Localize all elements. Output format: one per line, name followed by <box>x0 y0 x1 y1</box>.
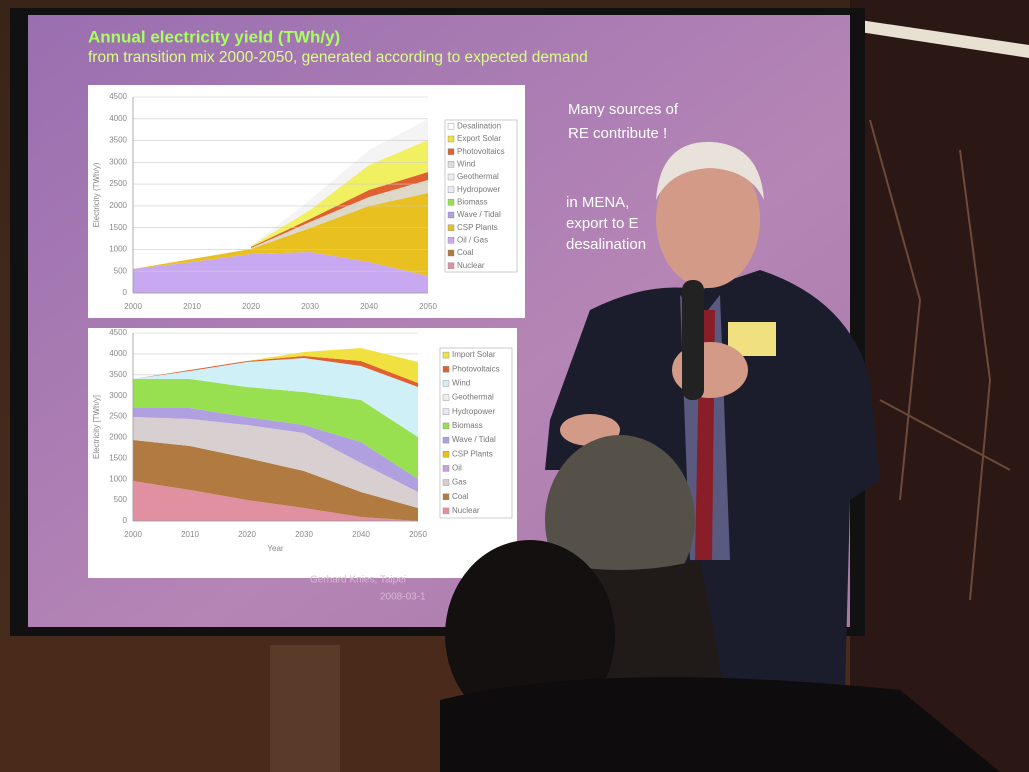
legend-label: Geothermal <box>457 172 499 181</box>
y-tick-label: 3500 <box>109 136 127 145</box>
x-tick-label: 2000 <box>124 530 142 539</box>
legend-swatch <box>443 451 449 457</box>
photo: Annual electricity yield (TWh/y) from tr… <box>0 0 1029 772</box>
y-tick-label: 0 <box>123 516 128 525</box>
y-tick-label: 0 <box>123 288 128 297</box>
y-tick-label: 500 <box>114 266 128 275</box>
legend-swatch <box>443 480 449 486</box>
legend-swatch <box>443 423 449 429</box>
y-tick-label: 4500 <box>109 92 127 101</box>
y-tick-label: 1000 <box>109 245 127 254</box>
legend-label: Hydropower <box>452 407 495 416</box>
legend-label: Coal <box>457 248 474 257</box>
legend-label: Gas <box>452 478 467 487</box>
legend-swatch <box>443 395 449 401</box>
x-tick-label: 2010 <box>181 530 199 539</box>
legend-swatch <box>443 380 449 386</box>
y-tick-label: 2500 <box>109 179 127 188</box>
x-tick-label: 2010 <box>183 302 201 311</box>
legend-label: CSP Plants <box>452 449 493 458</box>
y-tick-label: 4500 <box>109 328 127 337</box>
legend-label: Photovoltaics <box>457 147 505 156</box>
x-tick-label: 2020 <box>242 302 260 311</box>
y-axis-label: Electricity [TWh/y] <box>92 395 101 459</box>
y-tick-label: 4000 <box>109 114 127 123</box>
footer: Gerhard Knies, Taipei <box>310 575 406 586</box>
legend-swatch <box>448 250 454 256</box>
y-tick-label: 2000 <box>109 201 127 210</box>
note: export to E <box>566 215 639 232</box>
legend-box <box>440 348 512 518</box>
legend-label: Photovoltaics <box>452 364 500 373</box>
legend-swatch <box>443 465 449 471</box>
legend-swatch <box>448 199 454 205</box>
slide-title: Annual electricity yield (TWh/y) <box>88 27 340 46</box>
legend-swatch <box>448 149 454 155</box>
wood-panel <box>0 640 460 772</box>
legend-label: Oil / Gas <box>457 235 488 244</box>
legend-label: Hydropower <box>457 185 500 194</box>
legend-label: Wind <box>457 159 475 168</box>
legend-swatch <box>443 437 449 443</box>
legend-label: Oil <box>452 464 462 473</box>
x-tick-label: 2040 <box>360 302 378 311</box>
marble-pillar <box>850 0 1029 772</box>
legend-label: Coal <box>452 492 469 501</box>
legend-label: Nuclear <box>457 261 485 270</box>
x-tick-label: 2030 <box>295 530 313 539</box>
legend-label: Nuclear <box>452 506 480 515</box>
panel-ornament <box>270 645 340 772</box>
y-tick-label: 3000 <box>109 157 127 166</box>
legend-swatch <box>443 352 449 358</box>
legend-label: CSP Plants <box>457 223 498 232</box>
stacked-area-shapes <box>133 348 418 521</box>
legend-swatch <box>448 136 454 142</box>
x-axis-label: Year <box>267 544 284 553</box>
footer: 2008-03-1 <box>380 592 426 603</box>
y-tick-label: 500 <box>114 495 128 504</box>
legend-label: Wave / Tidal <box>457 210 501 219</box>
legend-label: Wind <box>452 379 470 388</box>
x-tick-label: 2040 <box>352 530 370 539</box>
legend-swatch <box>448 187 454 193</box>
note: in MENA, <box>566 194 629 211</box>
y-tick-label: 3000 <box>109 391 127 400</box>
x-tick-label: 2050 <box>419 302 437 311</box>
legend-swatch <box>443 366 449 372</box>
x-tick-label: 2050 <box>409 530 427 539</box>
legend-label: Biomass <box>452 421 483 430</box>
x-tick-label: 2020 <box>238 530 256 539</box>
y-tick-label: 2500 <box>109 412 127 421</box>
legend-swatch <box>448 174 454 180</box>
y-tick-label: 1500 <box>109 223 127 232</box>
legend-swatch <box>443 494 449 500</box>
y-tick-label: 2000 <box>109 433 127 442</box>
legend-swatch <box>448 263 454 269</box>
y-tick-label: 1500 <box>109 453 127 462</box>
microphone <box>682 280 704 400</box>
legend-label: Biomass <box>457 197 488 206</box>
y-tick-label: 1000 <box>109 474 127 483</box>
legend-label: Export Solar <box>457 134 501 143</box>
note: Many sources of <box>568 101 679 118</box>
legend-label: Geothermal <box>452 393 494 402</box>
x-tick-label: 2030 <box>301 302 319 311</box>
legend-swatch <box>448 225 454 231</box>
y-tick-label: 4000 <box>109 349 127 358</box>
legend-swatch <box>443 409 449 415</box>
legend-swatch <box>448 123 454 129</box>
note: desalination <box>566 236 646 253</box>
legend-label: Wave / Tidal <box>452 435 496 444</box>
legend-swatch <box>448 161 454 167</box>
legend-label: Import Solar <box>452 350 496 359</box>
y-tick-label: 3500 <box>109 370 127 379</box>
x-tick-label: 2000 <box>124 302 142 311</box>
y-axis-label: Electricity (TWh/y) <box>92 162 101 227</box>
legend-label: Desalination <box>457 121 501 130</box>
note: RE contribute ! <box>568 125 667 142</box>
legend-swatch <box>448 212 454 218</box>
legend-swatch <box>443 508 449 514</box>
slide-subtitle: from transition mix 2000-2050, generated… <box>88 49 588 66</box>
legend-swatch <box>448 237 454 243</box>
